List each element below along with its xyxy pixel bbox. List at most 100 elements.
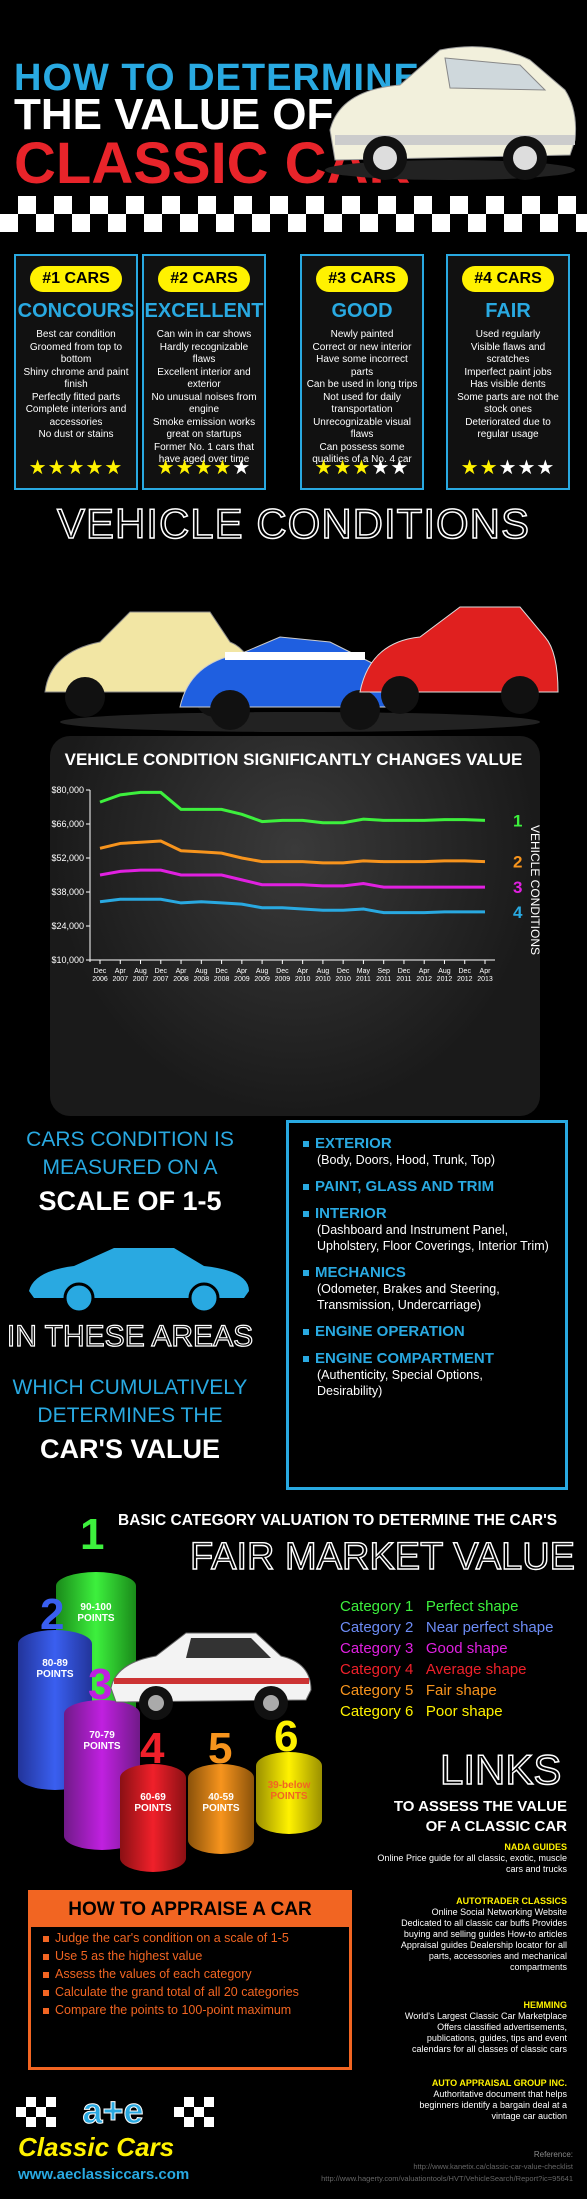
x-tick-label: 2007 bbox=[112, 976, 128, 983]
card-description: Best car condition Groomed from top to bo… bbox=[23, 329, 129, 440]
x-tick-label: Dec bbox=[459, 968, 472, 975]
x-tick-label: Dec bbox=[337, 968, 350, 975]
series-line-1 bbox=[99, 790, 486, 825]
category-1: Category 1 Perfect shape bbox=[340, 1598, 519, 1615]
x-tick-label: 2010 bbox=[315, 976, 331, 983]
x-tick-label: 2009 bbox=[254, 976, 270, 983]
link-autotrader[interactable]: AUTOTRADER CLASSICS Online Social Networ… bbox=[400, 1896, 567, 1972]
x-tick-label: Apr bbox=[236, 968, 248, 975]
card-description: Newly painted Correct or new interior Have… bbox=[306, 329, 418, 465]
appraise-step: Calculate the grand total of all 20 cate… bbox=[43, 1985, 349, 1999]
x-tick-label: Aug bbox=[195, 968, 208, 975]
y-tick-label: $24,000 bbox=[51, 921, 84, 931]
x-tick-label: 2009 bbox=[275, 976, 291, 983]
category-6: Category 6 Poor shape bbox=[340, 1703, 503, 1720]
card-description: Used regularly Visible flaws and scratche… bbox=[457, 329, 559, 440]
scale-text-5: WHICH CUMULATIVELY bbox=[12, 1376, 248, 1399]
x-tick-label: 2007 bbox=[153, 976, 169, 983]
series-label-2: 2 bbox=[513, 853, 522, 872]
condition-card-good: #3 CARS GOOD Newly painted Correct or new… bbox=[300, 254, 424, 490]
category-3: Category 3 Good shape bbox=[340, 1640, 508, 1657]
scale-text-4: IN THESE AREAS bbox=[6, 1319, 254, 1353]
cylinder-number: 2 bbox=[40, 1590, 65, 1639]
series-line-2 bbox=[99, 839, 486, 865]
x-tick-label: 2007 bbox=[133, 976, 149, 983]
scale-text-1: CARS CONDITION IS bbox=[26, 1128, 234, 1151]
appraise-step: Assess the values of each category bbox=[43, 1967, 349, 1981]
x-tick-label: 2011 bbox=[376, 976, 391, 983]
reference-label: Reference: bbox=[533, 2150, 573, 2159]
area-interior-desc: (Dashboard and Instrument Panel, Upholst… bbox=[317, 1223, 549, 1253]
vehicle-conditions-heading: VEHICLE CONDITIONS bbox=[56, 499, 531, 548]
category-5: Category 5 Fair shape bbox=[340, 1682, 497, 1699]
card-title: FAIR bbox=[485, 300, 531, 322]
cylinder-number: 4 bbox=[140, 1724, 165, 1773]
condition-card-fair: #4 CARS FAIR Used regularly Visible flaws… bbox=[446, 254, 570, 490]
three-cars-illustration bbox=[44, 606, 559, 732]
x-tick-label: 2011 bbox=[396, 976, 411, 983]
x-tick-label: 2006 bbox=[92, 976, 108, 983]
cylinder-category-6: 39-below POINTS bbox=[256, 1752, 322, 1834]
scale-text-7: CAR'S VALUE bbox=[40, 1434, 220, 1464]
title-line-1: HOW TO DETERMINE bbox=[14, 57, 420, 99]
link-auto-appraisal[interactable]: AUTO APPRAISAL GROUP INC. Authoritative … bbox=[419, 2078, 567, 2121]
cylinder-category-5: 40-59 POINTS bbox=[188, 1764, 254, 1854]
links-heading: LINKS bbox=[439, 1745, 562, 1794]
x-tick-label: Apr bbox=[115, 968, 127, 975]
x-tick-label: Aug bbox=[134, 968, 147, 975]
area-exterior-desc: (Body, Doors, Hood, Trunk, Top) bbox=[317, 1153, 496, 1167]
x-tick-label: Dec bbox=[276, 968, 289, 975]
appraise-step: Use 5 as the highest value bbox=[43, 1949, 349, 1963]
x-tick-label: 2008 bbox=[194, 976, 210, 983]
x-tick-label: 2012 bbox=[437, 976, 453, 983]
website-link[interactable]: www.aeclassiccars.com bbox=[18, 2166, 190, 2183]
x-tick-label: Apr bbox=[419, 968, 431, 975]
x-tick-label: Apr bbox=[297, 968, 309, 975]
area-paint: PAINT, GLASS AND TRIM bbox=[315, 1178, 495, 1195]
x-tick-label: 2013 bbox=[477, 976, 493, 983]
x-tick-label: Sep bbox=[377, 968, 390, 975]
series-label-4: 4 bbox=[513, 903, 523, 922]
logo-mark: a+e bbox=[82, 2090, 144, 2132]
appraise-step: Judge the car's condition on a scale of … bbox=[43, 1931, 349, 1945]
link-nada[interactable]: NADA GUIDES Online Price guide for all c… bbox=[377, 1842, 567, 1874]
reference-link-1[interactable]: http://www.kanetix.ca/classic-car-value-… bbox=[413, 2162, 573, 2171]
area-mechanics-desc: (Odometer, Brakes and Steering, Transmis… bbox=[317, 1282, 500, 1312]
checkered-flags-icon bbox=[16, 2097, 214, 2127]
link-hemming[interactable]: HEMMING World's Largest Classic Car Mark… bbox=[404, 2000, 567, 2054]
y-tick-label: $38,000 bbox=[51, 887, 84, 897]
scale-text-6: DETERMINES THE bbox=[37, 1404, 223, 1427]
x-tick-label: 2012 bbox=[457, 976, 473, 983]
classic-car-illustration bbox=[325, 46, 576, 180]
links-subtitle-1: TO ASSESS THE VALUE bbox=[393, 1798, 567, 1815]
category-4: Category 4 Average shape bbox=[340, 1661, 527, 1678]
card-description: Can win in car shows Hardly recognizable … bbox=[151, 329, 257, 465]
x-tick-label: Aug bbox=[438, 968, 451, 975]
series-line-3 bbox=[99, 868, 485, 889]
cylinder-number: 6 bbox=[274, 1712, 299, 1761]
card-badge: #2 CARS bbox=[158, 266, 250, 292]
logo-brand: Classic Cars bbox=[18, 2132, 175, 2162]
scale-text-2: MEASURED ON A bbox=[42, 1156, 218, 1179]
x-tick-label: Aug bbox=[317, 968, 330, 975]
star-rating: ★★★★★ bbox=[28, 457, 124, 479]
x-tick-label: 2011 bbox=[356, 976, 371, 983]
line-chart: $80,000 $66,000 $52,000 $38,000 $24,000 $10,0… bbox=[51, 785, 523, 983]
reference-link-2[interactable]: http://www.hagerty.com/valuationtools/HV… bbox=[321, 2174, 573, 2183]
area-engine-operation: ENGINE OPERATION bbox=[315, 1323, 465, 1340]
condition-card-concours: #1 CARS CONCOURS Best car condition Groom… bbox=[14, 254, 138, 490]
x-tick-label: Apr bbox=[176, 968, 188, 975]
links-subtitle-2: OF A CLASSIC CAR bbox=[425, 1818, 567, 1835]
card-badge: #1 CARS bbox=[30, 266, 122, 292]
y-tick-label: $80,000 bbox=[51, 785, 84, 795]
x-tick-label: May bbox=[357, 968, 371, 975]
x-tick-label: 2008 bbox=[214, 976, 230, 983]
card-title: GOOD bbox=[331, 300, 393, 322]
valuation-heading: BASIC CATEGORY VALUATION TO DETERMINE TH… bbox=[118, 1512, 558, 1529]
area-engine-compartment-desc: (Authenticity, Special Options, Desirabi… bbox=[317, 1368, 483, 1398]
series-line-4 bbox=[99, 897, 485, 915]
areas-list: EXTERIOR (Body, Doors, Hood, Trunk, Top)… bbox=[286, 1120, 568, 1490]
card-badge: #4 CARS bbox=[462, 266, 554, 292]
star-rating: ★★★★★ bbox=[156, 457, 252, 479]
x-tick-label: Dec bbox=[94, 968, 107, 975]
